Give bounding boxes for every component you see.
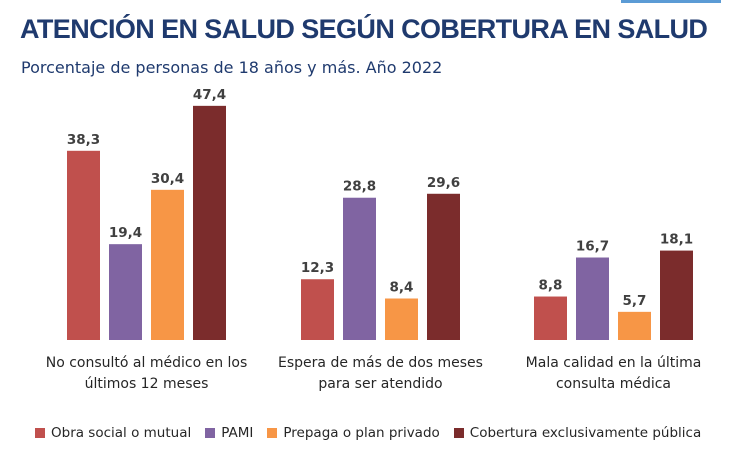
data-label: 28,8 xyxy=(343,179,376,195)
legend-swatch-pami xyxy=(205,428,216,438)
bar-pami-group-2 xyxy=(343,197,376,340)
data-label: 5,7 xyxy=(623,293,647,309)
data-label: 38,3 xyxy=(67,132,100,148)
bar-obra-social-group-3 xyxy=(534,296,567,340)
bar-prepaga-group-1 xyxy=(151,189,184,340)
legend-item-publica: Cobertura exclusivamente pública xyxy=(453,425,702,441)
top-accent-line xyxy=(621,0,721,3)
chart-title: ATENCIÓN EN SALUD SEGÚN COBERTURA EN SAL… xyxy=(20,14,708,44)
bar-chart: 38,3 19,4 30,4 47,4 No consultó al médico en… xyxy=(46,87,702,392)
data-label: 12,3 xyxy=(301,260,334,276)
chart-subtitle: Porcentaje de personas de 18 años y más.… xyxy=(21,58,443,77)
legend-label: Obra social o mutual xyxy=(51,425,192,441)
category-label: Mala calidad en la última xyxy=(526,355,702,371)
bar-prepaga-group-2 xyxy=(385,298,418,340)
data-label: 8,8 xyxy=(539,278,563,294)
data-label: 8,4 xyxy=(390,280,414,296)
data-label: 47,4 xyxy=(193,87,226,103)
category-label: No consultó al médico en los xyxy=(46,355,248,371)
data-label: 29,6 xyxy=(427,175,460,191)
data-label: 30,4 xyxy=(151,171,184,187)
legend: Obra social o mutual PAMI Prepaga o plan… xyxy=(35,425,701,441)
legend-label: PAMI xyxy=(221,425,254,441)
legend-label: Cobertura exclusivamente pública xyxy=(469,425,702,441)
data-label: 19,4 xyxy=(109,225,142,241)
legend-swatch-prepaga xyxy=(267,428,278,438)
legend-item-pami: PAMI xyxy=(205,425,253,441)
category-label: para ser atendido xyxy=(318,376,442,392)
bar-prepaga-group-3 xyxy=(618,311,651,340)
bar-publica-group-2 xyxy=(427,193,460,340)
bar-obra-social-group-2 xyxy=(301,279,334,340)
legend-item-obra-social: Obra social o mutual xyxy=(35,425,191,441)
legend-swatch-publica xyxy=(453,428,464,438)
legend-swatch-obra-social xyxy=(35,428,45,438)
bar-pami-group-1 xyxy=(109,244,142,340)
category-label: Espera de más de dos meses xyxy=(278,355,483,371)
bar-pami-group-3 xyxy=(576,257,609,340)
bar-publica-group-1 xyxy=(193,105,226,341)
data-label: 16,7 xyxy=(576,239,609,255)
data-label: 18,1 xyxy=(660,232,693,248)
legend-label: Prepaga o plan privado xyxy=(283,425,440,441)
category-label: últimos 12 meses xyxy=(85,376,209,392)
bar-obra-social-group-1 xyxy=(67,150,100,340)
bar-publica-group-3 xyxy=(660,250,693,340)
legend-item-prepaga: Prepaga o plan privado xyxy=(267,425,440,441)
category-label: consulta médica xyxy=(556,376,671,392)
